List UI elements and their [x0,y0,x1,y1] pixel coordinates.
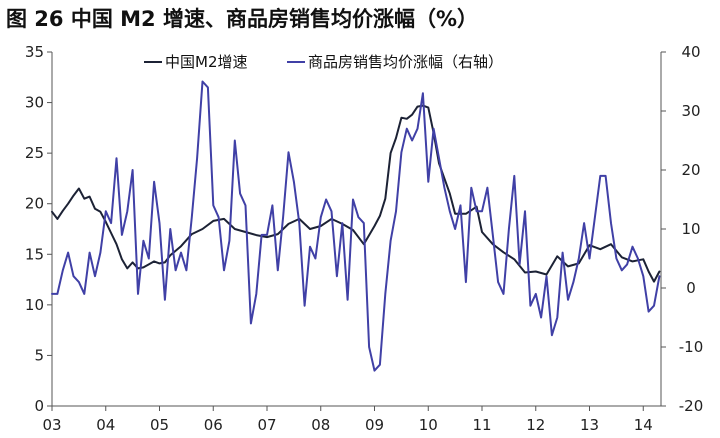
left-tick-label: 25 [25,144,44,162]
x-tick-label: 11 [472,416,491,434]
left-tick-label: 5 [34,346,44,364]
right-tick-label: -20 [679,397,704,415]
x-tick-label: 09 [365,416,384,434]
left-tick-label: 20 [25,195,44,213]
x-tick-label: 03 [42,416,61,434]
right-tick-label: 30 [681,102,700,120]
right-tick-label: 40 [681,43,700,61]
legend: 中国M2增速 商品房销售均价涨幅（右轴） [144,53,503,71]
x-tick-label: 04 [96,416,115,434]
x-tick-label: 08 [311,416,330,434]
left-tick-label: 30 [25,94,44,112]
left-tick-label: 0 [34,397,44,415]
x-axis-ticks: 03 04 05 06 07 08 09 10 11 12 13 14 [42,406,653,434]
x-tick-label: 10 [419,416,438,434]
x-tick-label: 07 [257,416,276,434]
series-line-m2 [51,104,661,283]
series-lines [51,80,661,372]
axes [51,52,662,407]
left-tick-label: 10 [25,296,44,314]
chart-title: 图 26 中国 M2 增速、商品房销售均价涨幅（%） [6,7,479,31]
legend-label-price: 商品房销售均价涨幅（右轴） [308,53,503,71]
right-axis-ticks: -20 -10 0 10 20 30 40 [661,43,703,415]
x-tick-label: 14 [634,416,653,434]
series-line-price [51,80,661,372]
legend-label-m2: 中国M2增速 [165,53,248,71]
x-tick-label: 05 [150,416,169,434]
right-tick-label: 20 [681,161,700,179]
x-tick-label: 13 [580,416,599,434]
left-tick-label: 35 [25,43,44,61]
left-axis-ticks: 0 5 10 15 20 25 30 35 [25,43,52,415]
x-tick-label: 06 [204,416,223,434]
right-tick-label: 10 [681,220,700,238]
left-tick-label: 15 [25,245,44,263]
right-tick-label: -10 [679,338,704,356]
x-tick-label: 12 [526,416,545,434]
right-tick-label: 0 [686,279,696,297]
